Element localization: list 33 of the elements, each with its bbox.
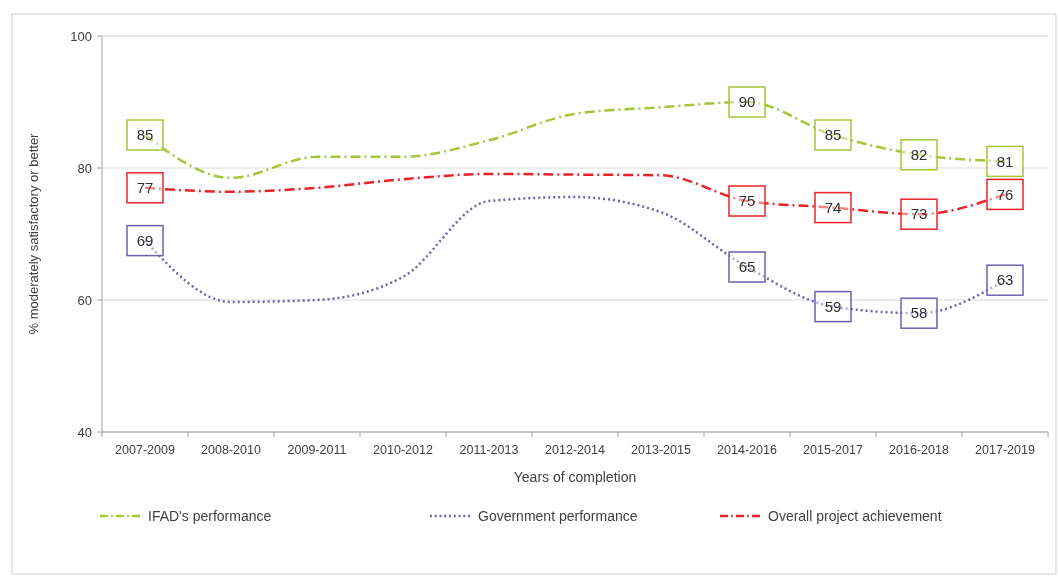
data-label: 69 (136, 231, 154, 249)
x-tick-label: 2014-2016 (717, 443, 777, 457)
x-tick-label: 2008-2010 (201, 443, 261, 457)
y-axis-title: % moderately satisfactory or better (26, 132, 41, 335)
data-label: 63 (996, 271, 1014, 289)
y-tick-label: 60 (77, 292, 92, 308)
data-label: 81 (996, 152, 1014, 170)
x-tick-label: 2016-2018 (889, 443, 949, 457)
data-label: 58 (910, 304, 928, 322)
x-tick-label: 2010-2012 (373, 443, 433, 457)
data-label: 76 (996, 185, 1014, 203)
y-tick-label: 80 (77, 160, 92, 176)
data-label: 59 (824, 297, 842, 315)
data-label: 77 (136, 179, 154, 197)
data-label: 90 (738, 93, 756, 111)
x-tick-label: 2015-2017 (803, 443, 863, 457)
data-label: 85 (824, 126, 842, 144)
x-tick-label: 2013-2015 (631, 443, 691, 457)
legend-label: Overall project achievement (768, 507, 942, 524)
data-label: 82 (910, 146, 928, 164)
y-tick-label: 100 (70, 28, 92, 44)
x-tick-label: 2017-2019 (975, 443, 1035, 457)
x-axis-title: Years of completion (513, 469, 637, 485)
data-label: 65 (738, 258, 756, 276)
legend-label: IFAD's performance (148, 507, 272, 524)
data-label: 85 (136, 126, 154, 144)
data-label: 74 (824, 198, 842, 216)
x-tick-label: 2012-2014 (545, 443, 605, 457)
legend-label: Government performance (478, 507, 638, 524)
x-tick-label: 2009-2011 (287, 443, 347, 457)
x-tick-label: 2011-2013 (459, 443, 519, 457)
x-tick-label: 2007-2009 (115, 443, 175, 457)
y-tick-label: 40 (77, 424, 92, 440)
